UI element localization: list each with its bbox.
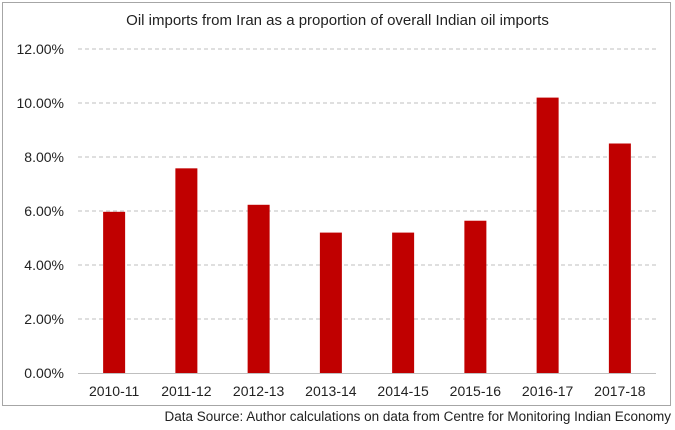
x-tick-label: 2014-15 <box>377 383 429 399</box>
bar-2017-18 <box>608 143 631 373</box>
x-tick-label: 2015-16 <box>450 383 502 399</box>
y-tick-label: 4.00% <box>24 257 64 273</box>
y-tick-label: 12.00% <box>17 41 64 57</box>
x-tick-label: 2012-13 <box>233 383 285 399</box>
bar-2011-12 <box>175 168 198 373</box>
data-source-note: Data Source: Author calculations on data… <box>164 409 671 424</box>
grid-lines <box>78 48 656 320</box>
y-tick-label: 0.00% <box>24 365 64 381</box>
x-tick-label: 2010-11 <box>89 383 140 399</box>
bar-chart: 0.00% 2.00% 4.00% 6.00% 8.00% 10.00% 12.00% 20… <box>17 41 656 399</box>
x-tick-label: 2011-12 <box>161 383 212 399</box>
x-axis-ticks: 2010-11 2011-12 2012-13 2013-14 2014-15 2015-… <box>89 383 646 399</box>
bar-2010-11 <box>103 211 126 373</box>
bar-2012-13 <box>247 204 270 373</box>
bar-2014-15 <box>392 232 415 373</box>
chart-title: Oil imports from Iran as a proportion of… <box>126 12 549 29</box>
x-tick-label: 2017-18 <box>594 383 646 399</box>
x-tick-label: 2013-14 <box>305 383 357 399</box>
bar-2016-17 <box>536 97 559 373</box>
y-tick-label: 6.00% <box>24 203 64 219</box>
bar-2013-14 <box>319 232 342 373</box>
y-tick-label: 10.00% <box>17 95 64 111</box>
x-tick-label: 2016-17 <box>522 383 574 399</box>
bars <box>103 97 631 373</box>
y-axis-ticks: 0.00% 2.00% 4.00% 6.00% 8.00% 10.00% 12.00% <box>17 41 64 381</box>
y-tick-label: 2.00% <box>24 311 64 327</box>
bar-2015-16 <box>464 220 487 373</box>
y-tick-label: 8.00% <box>24 149 64 165</box>
